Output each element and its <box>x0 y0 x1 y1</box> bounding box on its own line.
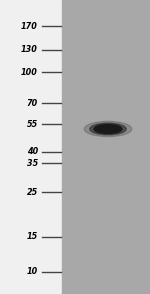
Text: 35: 35 <box>27 159 38 168</box>
Bar <box>62 0 150 294</box>
Text: 170: 170 <box>21 22 38 31</box>
Text: 100: 100 <box>21 68 38 77</box>
Text: 40: 40 <box>27 147 38 156</box>
Text: 55: 55 <box>27 120 38 129</box>
Ellipse shape <box>94 124 122 133</box>
Ellipse shape <box>84 121 132 137</box>
Ellipse shape <box>90 123 126 135</box>
Text: 25: 25 <box>27 188 38 197</box>
Text: 70: 70 <box>27 99 38 108</box>
Text: 15: 15 <box>27 232 38 241</box>
Text: 130: 130 <box>21 45 38 54</box>
Bar <box>0 0 62 294</box>
Text: 10: 10 <box>27 268 38 276</box>
